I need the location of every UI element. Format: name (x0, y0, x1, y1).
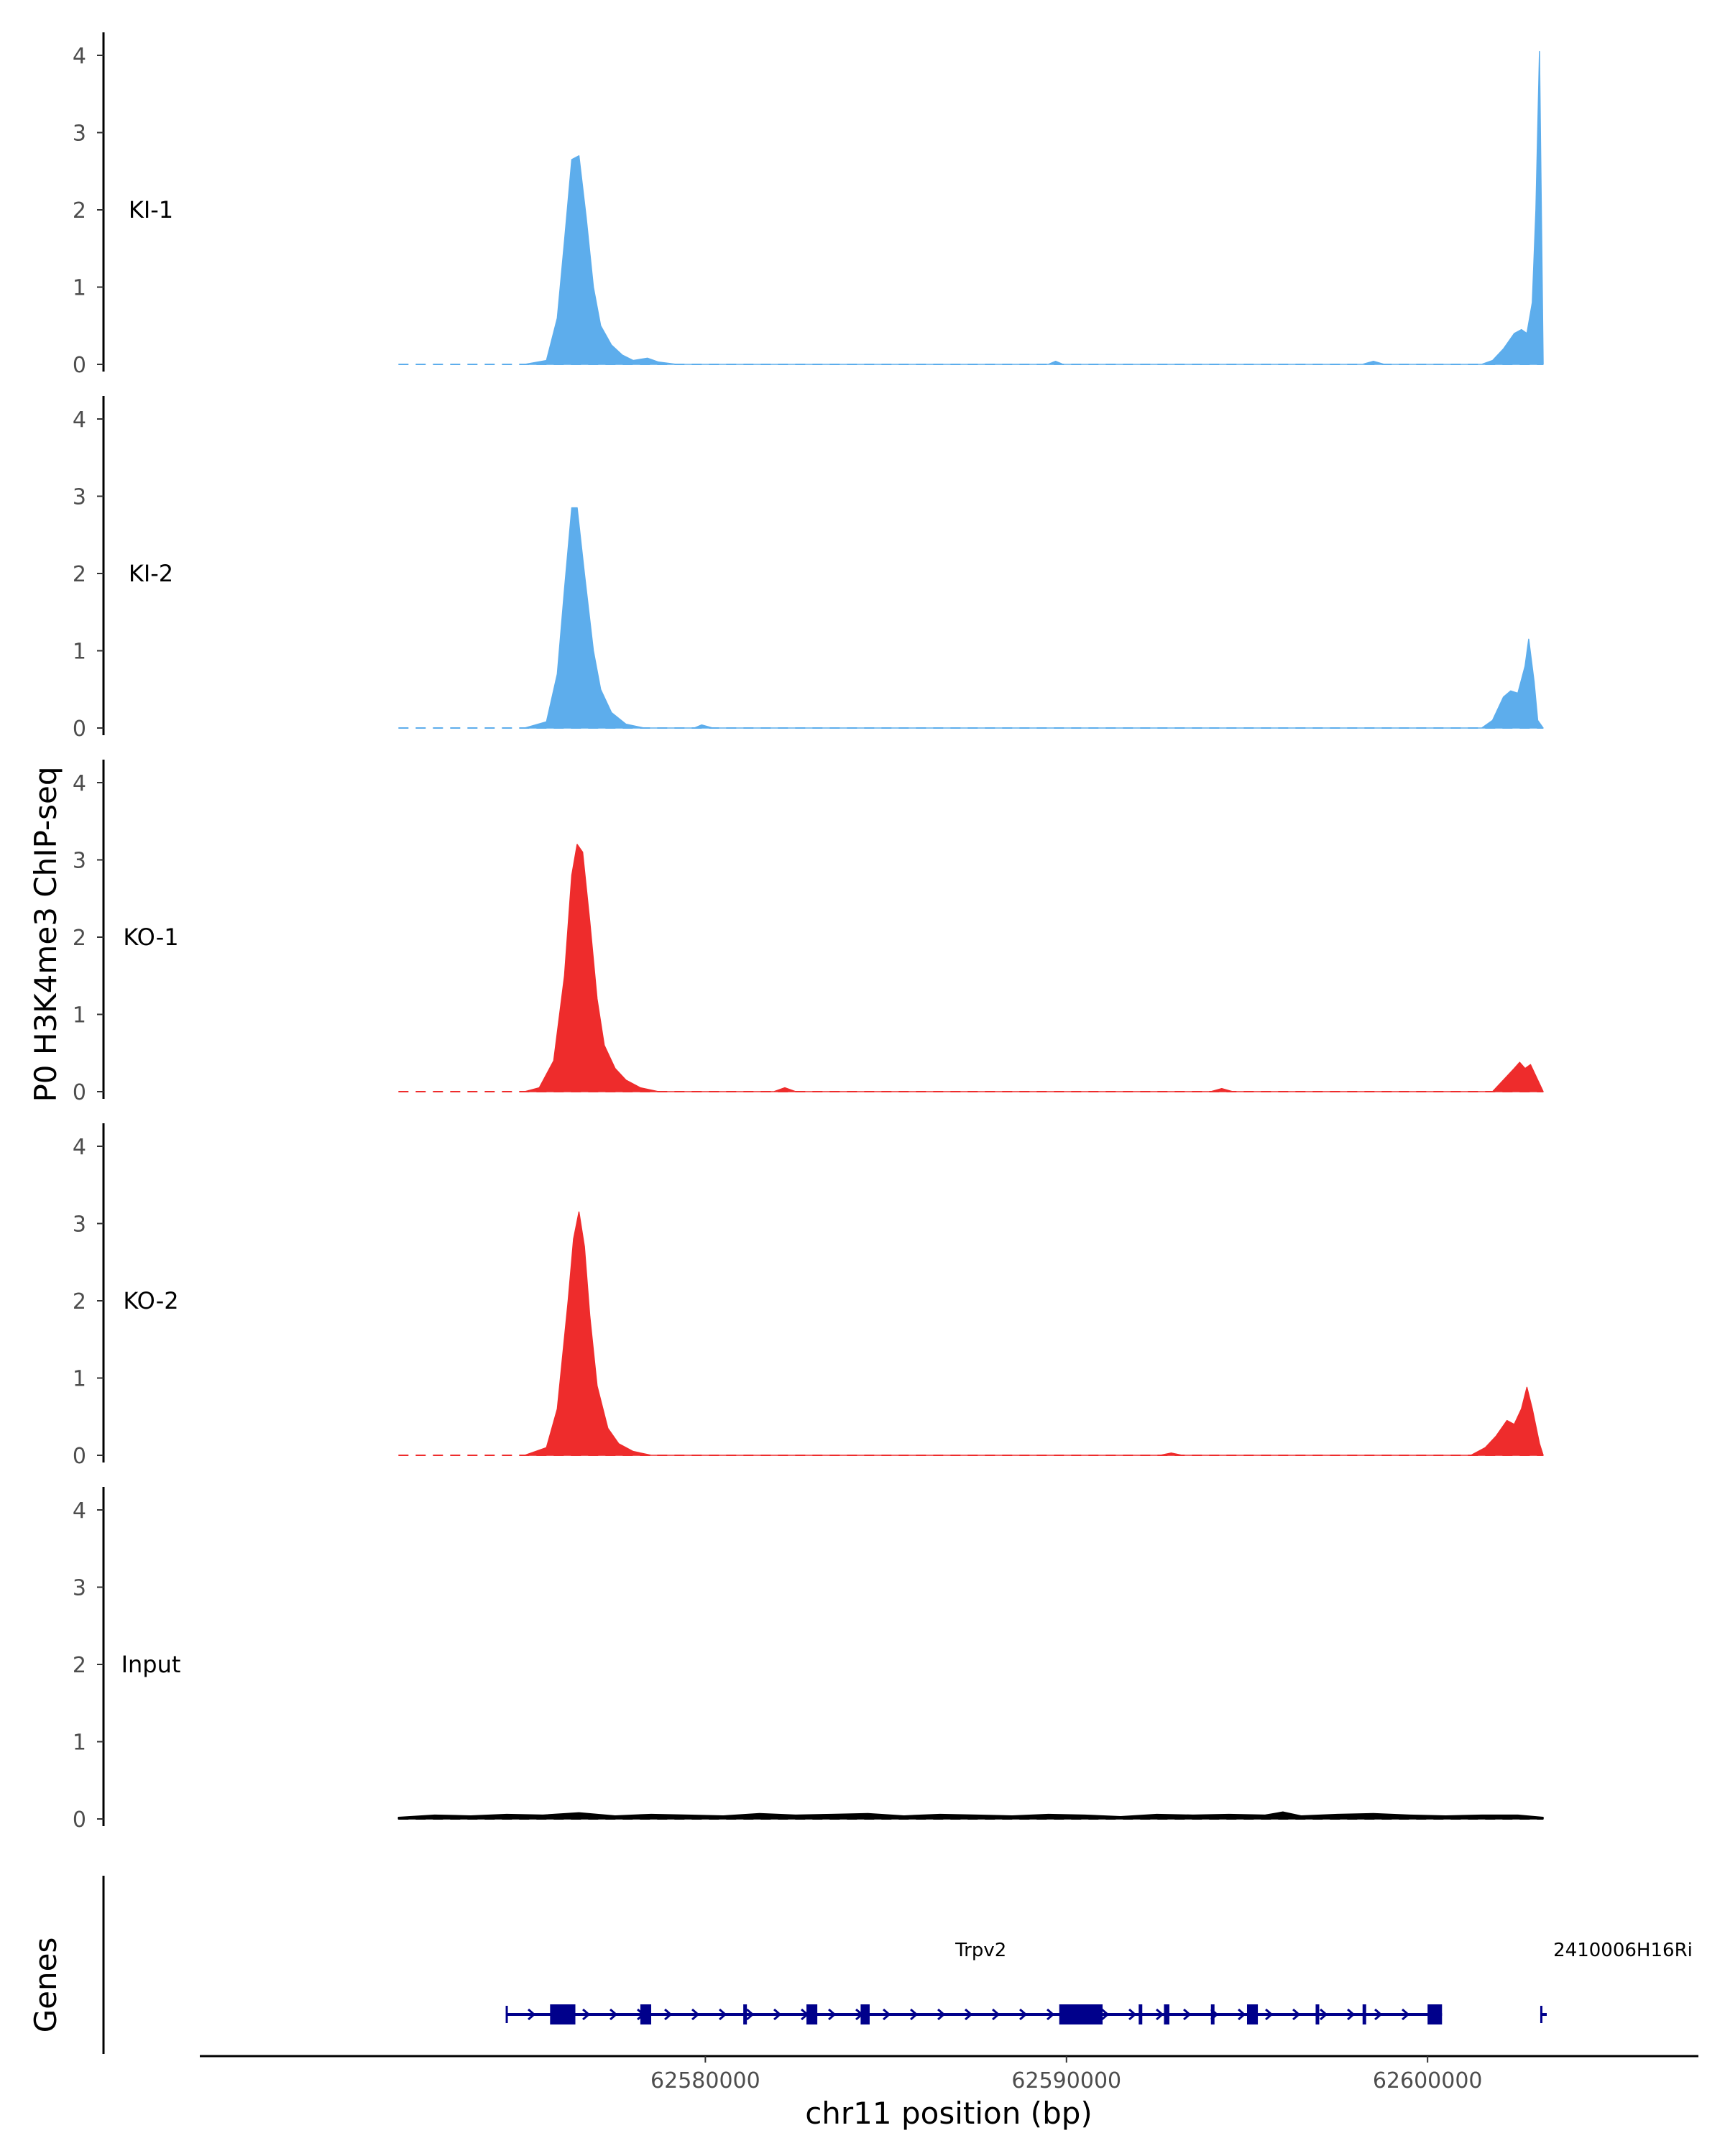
exon (1427, 2004, 1443, 2024)
signal-area-ko-2 (524, 1211, 1544, 1456)
signal-area-ki-2 (524, 507, 1544, 729)
strand-arrow (528, 2008, 536, 2021)
signal-area-input (397, 1811, 1544, 1820)
exon (860, 2004, 870, 2024)
y-tick-label: 0 (73, 1080, 86, 1105)
x-axis-title: chr11 position (bp) (805, 2096, 1092, 2131)
exon (1315, 2004, 1320, 2024)
exon (806, 2004, 818, 2024)
strand-arrow (1402, 2008, 1410, 2021)
y-tick-label: 2 (73, 198, 86, 224)
y-tick-label: 4 (73, 44, 86, 69)
strand-arrow (719, 2008, 727, 2021)
gene-label: 2410006H16Ri (1553, 1940, 1693, 1961)
x-tick-label: 62590000 (1011, 2068, 1121, 2093)
track-label: KI-1 (129, 196, 173, 224)
y-tick-label: 4 (73, 407, 86, 433)
strand-arrow (664, 2008, 673, 2021)
strand-arrow (1347, 2008, 1356, 2021)
y-tick-label: 1 (73, 1003, 86, 1028)
track-label: KO-1 (123, 923, 178, 951)
strand-arrow (828, 2008, 837, 2021)
genes-track-title: Genes (28, 1938, 63, 2033)
track-panel-ki-1: 0 1 2 3 4 KI-1 (73, 32, 1544, 378)
strand-arrow (582, 2008, 591, 2021)
strand-arrow (1183, 2008, 1192, 2021)
track-label: KI-2 (129, 560, 173, 587)
track-label: Input (121, 1651, 181, 1678)
x-axis: 62580000 62590000 62600000 (200, 2055, 1698, 2093)
y-tick-label: 2 (73, 562, 86, 587)
track-panel-ko-1: 0 1 2 3 4 KO-1 (73, 760, 1544, 1105)
y-tick-label: 1 (73, 640, 86, 665)
y-tick-label: 3 (73, 1212, 86, 1238)
x-tick-label: 62600000 (1373, 2068, 1483, 2093)
exon (743, 2004, 748, 2024)
gene-trpv2: Trpv2 (505, 1940, 1443, 2024)
exon (1246, 2004, 1259, 2024)
x-axis-ticks: 62580000 62590000 62600000 (650, 2056, 1483, 2093)
y-tick-label: 2 (73, 1289, 86, 1314)
gene-label: Trpv2 (954, 1940, 1006, 1961)
exon (1164, 2004, 1169, 2024)
exon (1210, 2004, 1215, 2024)
strand-arrow (1046, 2008, 1055, 2021)
track-panel-ki-2: 0 1 2 3 4 KI-2 (73, 396, 1544, 742)
strand-arrow (1265, 2008, 1274, 2021)
track-panel-ko-2: 0 1 2 3 4 KO-2 (73, 1123, 1544, 1469)
gene-models: Trpv2 2410006H16Ri (505, 1940, 1693, 2024)
strand-arrow (883, 2008, 891, 2021)
y-tick-label: 0 (73, 1444, 86, 1469)
y-tick-label: 4 (73, 771, 86, 796)
y-tick-label: 3 (73, 485, 86, 510)
exon (1059, 2004, 1103, 2024)
strand-arrow (1320, 2008, 1328, 2021)
strand-arrow (992, 2008, 1000, 2021)
strand-arrow (691, 2008, 700, 2021)
y-axis-title: P0 H3K4me3 ChIP-seq (28, 766, 63, 1102)
y-tick-label: 3 (73, 1576, 86, 1601)
exon (1138, 2004, 1143, 2024)
y-tick-label: 2 (73, 1653, 86, 1678)
strand-arrow (610, 2008, 618, 2021)
y-tick-label: 3 (73, 121, 86, 147)
strand-arrow (965, 2008, 973, 2021)
gene-2410006h16rik: 2410006H16Ri (1540, 1940, 1693, 2023)
strand-arrow (937, 2008, 946, 2021)
strand-arrow (1019, 2008, 1028, 2021)
exon (640, 2004, 652, 2024)
track-panel-input: 0 1 2 3 4 Input (73, 1487, 1544, 1833)
track-panels: 0 1 2 3 4 KI-1 0 1 2 3 4 KI-2 0 1 2 3 4 KO-1 0 1 2 3 4 KO-2 0 1 2 3… (73, 32, 1544, 1833)
y-tick-label: 1 (73, 276, 86, 301)
strand-arrow (1292, 2008, 1301, 2021)
strand-arrow (1156, 2008, 1164, 2021)
strand-arrow (1374, 2008, 1383, 2021)
exon (550, 2004, 576, 2024)
y-tick-label: 1 (73, 1731, 86, 1756)
strand-arrow (746, 2008, 755, 2021)
y-tick-label: 4 (73, 1135, 86, 1160)
signal-area-ki-1 (524, 50, 1544, 365)
y-tick-label: 0 (73, 717, 86, 742)
x-tick-label: 62580000 (650, 2068, 760, 2093)
gene-track: Genes Trpv2 2410006H16Ri (28, 1876, 1693, 2054)
strand-arrow (1238, 2008, 1246, 2021)
track-label: KO-2 (123, 1287, 178, 1314)
strand-arrow (773, 2008, 782, 2021)
strand-arrow (1128, 2008, 1137, 2021)
y-tick-label: 0 (73, 353, 86, 378)
y-tick-label: 4 (73, 1498, 86, 1524)
y-tick-label: 3 (73, 849, 86, 874)
y-tick-label: 2 (73, 926, 86, 951)
y-tick-label: 0 (73, 1807, 86, 1833)
signal-area-ko-1 (524, 844, 1544, 1092)
y-tick-label: 1 (73, 1367, 86, 1392)
strand-arrow (910, 2008, 919, 2021)
strand-arrow (1101, 2008, 1110, 2021)
exon (1362, 2004, 1366, 2024)
